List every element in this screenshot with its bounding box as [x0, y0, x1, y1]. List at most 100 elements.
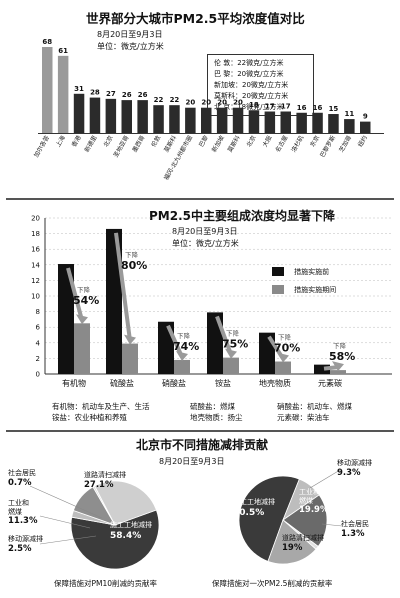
chart2-drop-percent: 58% — [329, 350, 355, 363]
chart1-bar — [89, 97, 101, 133]
chart2-bar-during — [223, 357, 239, 374]
chart1-bar — [264, 111, 276, 133]
pie2-leader-mobile — [309, 469, 341, 489]
chart1-value-label: 20 — [217, 99, 227, 107]
chart1-category-label: 圣地亚哥 — [112, 134, 131, 159]
chart1-category-label: 莫斯科 — [226, 134, 242, 154]
chart2-drop-word: 下降 — [278, 333, 292, 342]
chart1-value-label: 22 — [154, 96, 164, 104]
pie2-resident-label: 社会居民 1.3% — [341, 519, 369, 539]
footnote-nitrate: 硝酸盐：机动车、燃煤 — [277, 402, 352, 411]
chart1-value-label: 20 — [233, 99, 243, 107]
chart2-drop-arrow-head — [332, 361, 344, 372]
legend-during-swatch — [272, 285, 284, 294]
chart1-category-label: 伦敦 — [149, 134, 162, 148]
pie1-mobile-name: 移动源减排 — [8, 535, 43, 543]
chart1-bar — [42, 47, 53, 133]
chart2-drop-word: 下降 — [333, 341, 347, 350]
chart2-category-label: 硝酸盐 — [162, 378, 186, 388]
chart1-svg: 68 加尔各答 61 上海 31 香港 28 新德里 27 北京 26 圣地亚哥 26 墨西哥 22 伦敦 22… — [32, 38, 384, 181]
chart1-value-label: 9 — [363, 113, 368, 121]
chart2-drop-arrow-shaft — [215, 315, 233, 356]
pie1-site-name: 施工工地减排 — [110, 521, 152, 529]
chart1-bar — [328, 114, 339, 133]
legend-before-swatch — [272, 267, 284, 276]
chart1-bar — [360, 121, 371, 133]
chart2-drop-arrow-head — [277, 352, 289, 363]
chart1-category-label: 新加坡 — [210, 134, 226, 154]
pie1-slice — [94, 480, 157, 526]
chart1-bar — [105, 98, 117, 133]
highlight-beijing: 北 京：18微克/立方米 — [214, 103, 284, 111]
chart2-drop-percent: 80% — [121, 259, 147, 272]
chart1-bar — [201, 107, 212, 133]
pie1-slice — [70, 509, 160, 570]
chart1-bar — [232, 107, 244, 133]
chart2-bar-during — [74, 323, 90, 374]
pie2-slice — [238, 475, 300, 562]
chart2-y-tick-label: 10 — [31, 293, 40, 301]
chart1-value-label: 15 — [329, 105, 339, 113]
chart2-bar-during — [174, 359, 190, 374]
chart1-bar — [73, 93, 85, 133]
chart2-drop-arrow-head — [176, 350, 188, 361]
chart1-subtitle: 8月20日至9月3日 — [97, 30, 163, 39]
pie2-resident-value: 1.3% — [341, 529, 365, 539]
chart1-value-label: 18 — [249, 101, 259, 109]
pie2-site-label: 施工工地减排 50.5% — [233, 497, 275, 519]
chart1-bar — [137, 100, 148, 133]
highlight-moscow: 莫斯科：20微克/立方米 — [214, 92, 289, 100]
chart1-bar — [216, 107, 228, 133]
chart1-value-label: 20 — [185, 99, 195, 107]
chart1-value-label: 16 — [297, 104, 307, 112]
chart1-category-label: 香港 — [70, 134, 83, 148]
chart2-drop-word: 下降 — [226, 329, 240, 338]
chart2-category-label: 铵盐 — [215, 378, 231, 388]
chart1-category-label: 加尔各答 — [32, 134, 51, 159]
footnote-organic: 有机物：机动车及生产、生活 — [52, 402, 150, 411]
chart2-drop-percent: 70% — [274, 342, 300, 355]
divider-2 — [6, 430, 394, 432]
chart2-subtitle: 8月20日至9月3日 — [172, 227, 238, 236]
chart1-value-label: 20 — [201, 99, 211, 107]
chart2-drop-arrow-shaft — [66, 267, 84, 321]
pie1-industry-name2: 燃煤 — [8, 508, 22, 516]
chart2-category-label: 有机物 — [62, 378, 86, 388]
chart2-y-tick-label: 0 — [36, 371, 40, 379]
chart2-drop-percent: 74% — [173, 340, 199, 353]
chart1-category-label: 北京 — [102, 134, 115, 148]
chart1-category-label: 芝加哥 — [337, 134, 353, 154]
chart1-bar — [169, 105, 180, 133]
chart2-drop-arrow-head — [76, 314, 88, 325]
chart2-category-label: 地壳物质 — [259, 378, 291, 388]
chart1-bar — [248, 110, 260, 133]
pie1-site-value: 58.4% — [110, 531, 142, 541]
chart1-value-label: 26 — [138, 91, 148, 99]
chart2-bar-before — [207, 312, 223, 374]
chart1-value-label: 31 — [74, 85, 84, 93]
pie2-leader-resident — [321, 523, 343, 527]
chart2-y-tick-label: 12 — [31, 277, 40, 285]
chart2-category-label: 元素碳 — [318, 378, 342, 388]
footnote-crustal: 地壳物质：扬尘 — [190, 413, 243, 422]
pie2-slice — [267, 519, 317, 565]
pie2-mobile-name: 移动源减排 — [337, 459, 372, 467]
pie1-road-label: 道路清扫减排 27.1% — [84, 470, 126, 490]
chart3-title: 北京市不同措施减排贡献 — [136, 438, 269, 452]
chart1-value-label: 17 — [265, 103, 275, 111]
chart1-category-label: 名古屋 — [274, 134, 290, 154]
chart2-y-tick-label: 20 — [31, 215, 40, 223]
chart2-bar-before — [314, 364, 330, 374]
pie1-caption: 保障措施对PM10削减的贡献率 — [54, 579, 158, 588]
pie2-road-name: 道路清扫减排 — [282, 534, 324, 542]
pie2-site-value: 50.5% — [233, 508, 265, 518]
chart2-y-tick-label: 8 — [36, 308, 40, 316]
chart1-bar — [57, 55, 69, 134]
pie1-industry-name1: 工业和 — [8, 499, 29, 507]
chart1-bar — [344, 119, 355, 133]
pie1-leader-industry — [39, 515, 91, 529]
chart2-y-tick-label: 4 — [36, 339, 41, 347]
chart1-category-label: 新德里 — [83, 134, 99, 154]
chart1-category-label: 东京 — [308, 134, 321, 148]
pie2-industry-name2: 燃煤 — [299, 497, 313, 505]
